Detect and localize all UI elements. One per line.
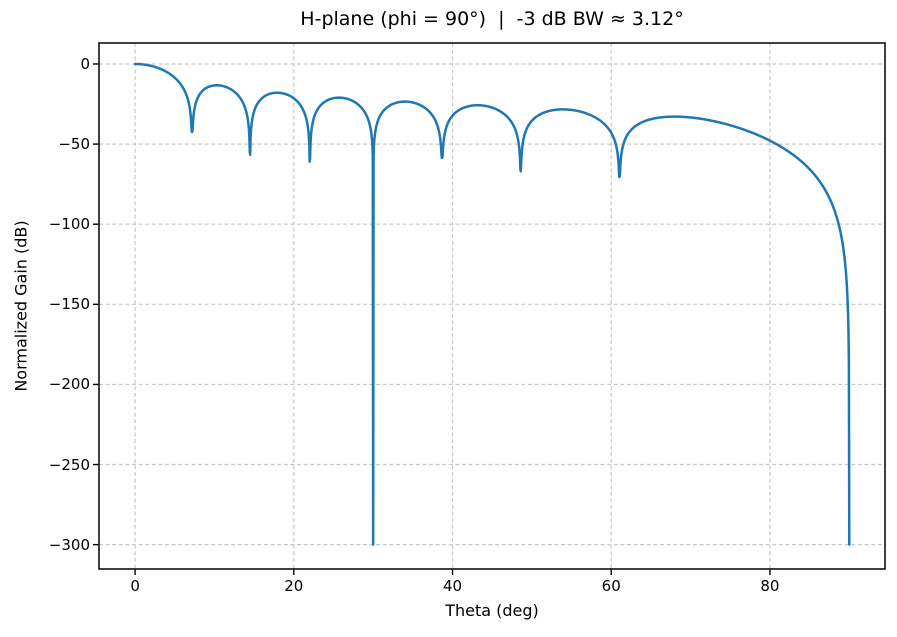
- x-tick-label-3: 60: [601, 577, 621, 595]
- gain-curve: [133, 62, 851, 546]
- y-tick-label-4: −200: [48, 375, 90, 394]
- y-tick-label-6: −300: [48, 535, 90, 554]
- y-tick-label-3: −150: [48, 295, 90, 314]
- x-tick-label-4: 80: [760, 577, 780, 595]
- y-tick-label-2: −100: [48, 215, 90, 234]
- axes-spines: [98, 42, 886, 570]
- x-tick-label-0: 0: [130, 577, 140, 595]
- x-tick-label-2: 40: [442, 577, 463, 595]
- x-tick-label-1: 20: [284, 577, 304, 595]
- x-axis-label: Theta (deg): [445, 601, 539, 620]
- y-tick-label-5: −250: [48, 455, 90, 474]
- y-tick-label-1: −50: [58, 135, 90, 154]
- y-tick-label-0: 0: [80, 54, 90, 73]
- chart-title: H-plane (phi = 90°) | -3 dB BW ≈ 3.12°: [300, 8, 684, 30]
